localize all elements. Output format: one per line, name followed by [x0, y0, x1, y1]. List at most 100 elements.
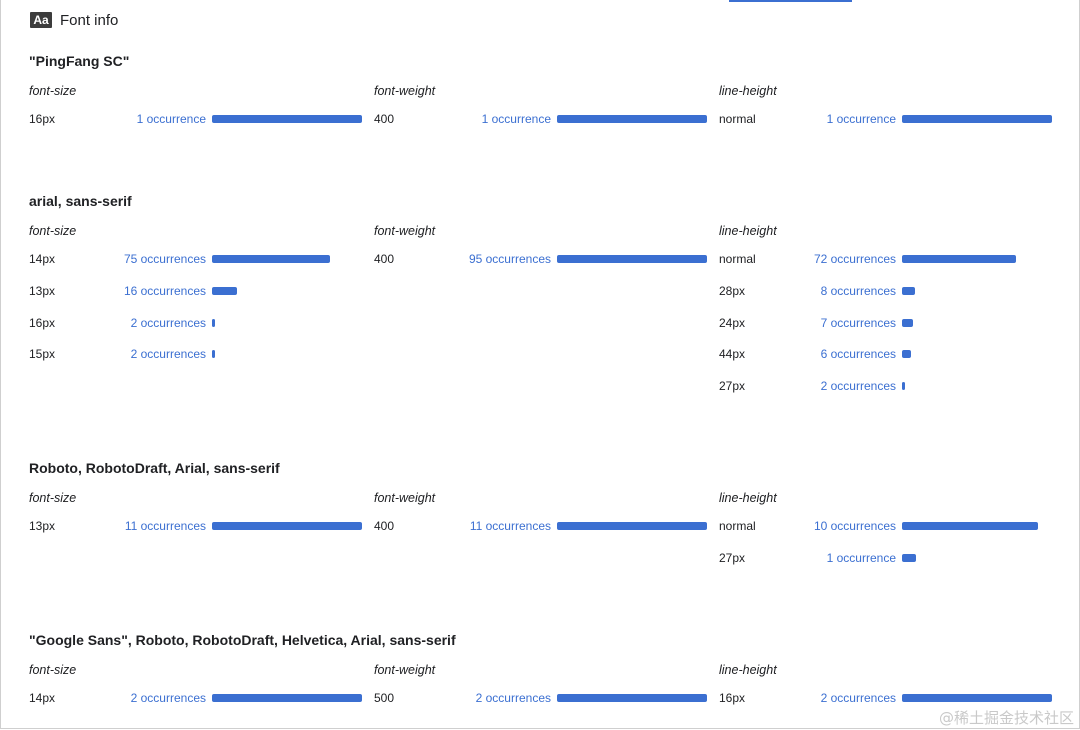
property-value: 28px	[719, 283, 746, 298]
property-value: 24px	[719, 315, 746, 330]
occurrence-count-link[interactable]: 2 occurrences	[820, 691, 896, 705]
property-value: normal	[719, 252, 756, 266]
property-value: 15px	[29, 347, 56, 362]
stat-row: normal 1 occurrence	[719, 111, 1054, 127]
property-value: 14px	[29, 691, 56, 705]
occurrence-bar	[902, 522, 1038, 530]
stat-row: 44px 6 occurrences	[719, 346, 1054, 362]
panel-header: Aa Font info	[30, 9, 118, 31]
occurrence-bar	[557, 522, 707, 530]
property-value: 27px	[719, 379, 746, 394]
occurrence-count-link[interactable]: 72 occurrences	[813, 252, 896, 266]
occurrence-bar	[557, 115, 707, 123]
occurrence-bar	[557, 694, 707, 702]
occurrence-bar	[902, 115, 1052, 123]
stat-row: 400 1 occurrence	[374, 111, 709, 127]
column-title: font-weight	[374, 663, 436, 677]
property-value: 16px	[29, 315, 56, 330]
column-title: line-height	[719, 224, 777, 238]
column-title: font-size	[29, 224, 77, 238]
occurrence-count-link[interactable]: 2 occurrences	[820, 379, 896, 394]
occurrence-count-link[interactable]: 1 occurrence	[826, 550, 896, 565]
occurrence-count-link[interactable]: 11 occurrences	[124, 519, 206, 533]
property-value: 13px	[29, 519, 56, 533]
occurrence-count-link[interactable]: 1 occurrence	[826, 112, 896, 126]
font-family-name: "PingFang SC"	[29, 53, 130, 69]
stat-row: 400 11 occurrences	[374, 518, 709, 534]
occurrence-count-link[interactable]: 2 occurrences	[130, 315, 206, 330]
stat-row: 14px 75 occurrences	[29, 251, 364, 267]
font-aa-icon: Aa	[30, 12, 52, 28]
occurrence-count-link[interactable]: 10 occurrences	[813, 519, 896, 533]
occurrence-bar	[902, 553, 916, 562]
property-value: normal	[719, 112, 756, 126]
occurrence-bar	[902, 350, 911, 359]
occurrence-count-link[interactable]: 1 occurrence	[481, 112, 551, 126]
occurrence-bar	[212, 350, 215, 359]
occurrence-bar	[212, 522, 362, 530]
stat-row: 13px 11 occurrences	[29, 518, 364, 534]
property-value: normal	[719, 519, 756, 533]
stat-row: 15px 2 occurrences	[29, 346, 364, 362]
occurrence-bar	[902, 286, 915, 295]
watermark: @稀土掘金技术社区	[938, 709, 1074, 727]
property-value: 400	[374, 112, 395, 126]
occurrence-count-link[interactable]: 7 occurrences	[820, 315, 896, 330]
stat-row: 16px 2 occurrences	[719, 690, 1054, 706]
property-value: 400	[374, 519, 395, 533]
occurrence-bar	[212, 115, 362, 123]
column-title: font-size	[29, 491, 77, 505]
stat-row: 27px 1 occurrence	[719, 550, 1054, 566]
column-title: font-weight	[374, 224, 436, 238]
font-family-name: arial, sans-serif	[29, 193, 132, 209]
occurrence-bar	[557, 255, 707, 263]
occurrence-count-link[interactable]: 6 occurrences	[820, 347, 896, 362]
property-value: 16px	[719, 691, 746, 705]
property-value: 14px	[29, 252, 56, 266]
stat-row: normal 72 occurrences	[719, 251, 1054, 267]
occurrence-bar	[212, 694, 362, 702]
column-title: font-weight	[374, 84, 436, 98]
occurrence-bar	[902, 318, 913, 327]
property-value: 13px	[29, 283, 56, 298]
column-title: line-height	[719, 663, 777, 677]
occurrence-count-link[interactable]: 8 occurrences	[820, 283, 896, 298]
occurrence-bar	[212, 255, 330, 263]
occurrence-bar	[212, 318, 215, 327]
occurrence-count-link[interactable]: 1 occurrence	[136, 112, 206, 126]
occurrence-count-link[interactable]: 2 occurrences	[130, 691, 206, 705]
property-value: 16px	[29, 112, 56, 126]
stat-row: 16px 1 occurrence	[29, 111, 364, 127]
stat-row: 27px 2 occurrences	[719, 378, 1054, 394]
stat-row: 500 2 occurrences	[374, 690, 709, 706]
stat-row: normal 10 occurrences	[719, 518, 1054, 534]
occurrence-bar	[902, 382, 905, 391]
occurrence-count-link[interactable]: 11 occurrences	[469, 519, 551, 533]
occurrence-count-link[interactable]: 2 occurrences	[130, 347, 206, 362]
property-value: 44px	[719, 347, 746, 362]
occurrence-count-link[interactable]: 2 occurrences	[475, 691, 551, 705]
stat-row: 28px 8 occurrences	[719, 283, 1054, 299]
column-title: line-height	[719, 84, 777, 98]
property-value: 400	[374, 252, 395, 266]
column-title: font-size	[29, 84, 77, 98]
stat-row: 24px 7 occurrences	[719, 315, 1054, 331]
occurrence-bar	[212, 286, 237, 295]
occurrence-bar	[902, 255, 1016, 263]
occurrence-count-link[interactable]: 16 occurrences	[123, 283, 206, 298]
stat-row: 14px 2 occurrences	[29, 690, 364, 706]
stat-row: 16px 2 occurrences	[29, 315, 364, 331]
panel-title: Font info	[60, 11, 119, 29]
column-title: line-height	[719, 491, 777, 505]
active-tab-indicator	[729, 0, 852, 2]
stat-row: 13px 16 occurrences	[29, 283, 364, 299]
property-value: 500	[374, 691, 395, 705]
occurrence-count-link[interactable]: 95 occurrences	[468, 252, 551, 266]
occurrence-count-link[interactable]: 75 occurrences	[123, 252, 206, 266]
column-title: font-size	[29, 663, 77, 677]
stat-row: 400 95 occurrences	[374, 251, 709, 267]
occurrence-bar	[902, 694, 1052, 702]
font-family-name: "Google Sans", Roboto, RobotoDraft, Helv…	[29, 632, 456, 648]
column-title: font-weight	[374, 491, 436, 505]
